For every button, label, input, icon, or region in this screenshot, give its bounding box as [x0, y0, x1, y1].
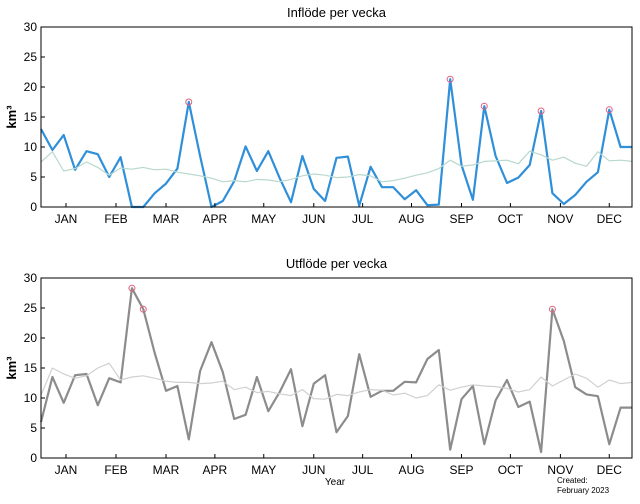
peak-marker	[605, 106, 613, 114]
y-tick-label: 20	[24, 80, 38, 94]
y-tick-label: 25	[24, 301, 38, 315]
month-label: JUN	[302, 212, 325, 226]
y-tick-label: 0	[30, 451, 37, 465]
y-tick-label: 30	[24, 271, 38, 285]
outflow-chart: Utflöde per vecka km³ 0 5 10 15 20 25 30 JAN FEB MA…	[4, 256, 633, 477]
month-label: JUL	[352, 463, 374, 477]
month-label: NOV	[547, 212, 573, 226]
peak-marker	[139, 305, 147, 313]
month-label: JUN	[302, 463, 325, 477]
month-label: SEP	[450, 463, 474, 477]
reference-series-line	[40, 150, 633, 183]
peak-marker	[548, 305, 556, 313]
y-tick-label: 5	[30, 170, 37, 184]
y-tick-label: 10	[24, 140, 38, 154]
y-tick-label: 5	[30, 421, 37, 435]
month-label: AUG	[399, 463, 425, 477]
peak-marker	[128, 284, 136, 292]
peak-marker	[446, 75, 454, 83]
month-label: JAN	[55, 463, 78, 477]
month-label: JAN	[55, 212, 78, 226]
y-tick-label: 20	[24, 331, 38, 345]
peak-marker	[480, 102, 488, 110]
chart-title: Utflöde per vecka	[286, 256, 388, 271]
inflow-chart: Inflöde per vecka km³ 0 5 10 15 20 25 30 JAN FEB MA…	[4, 5, 633, 226]
y-tick-label: 10	[24, 391, 38, 405]
y-axis-label: km³	[4, 105, 19, 129]
plot-frame	[40, 26, 633, 208]
month-label: APR	[203, 463, 228, 477]
month-label: MAR	[153, 463, 180, 477]
created-label: Created:	[557, 476, 588, 485]
month-label: APR	[203, 212, 228, 226]
month-label: JUL	[352, 212, 374, 226]
chart-title: Inflöde per vecka	[287, 5, 387, 20]
month-label: AUG	[399, 212, 425, 226]
month-label: NOV	[547, 463, 573, 477]
month-label: MAY	[251, 463, 276, 477]
weekly-series-line	[40, 78, 632, 209]
month-label: MAR	[153, 212, 180, 226]
y-tick-label: 15	[24, 361, 38, 375]
x-axis-label: Year	[325, 477, 346, 488]
y-tick-label: 25	[24, 50, 38, 64]
month-label: OCT	[498, 463, 524, 477]
month-label: OCT	[498, 212, 524, 226]
created-date: February 2023	[557, 486, 610, 495]
peak-marker	[185, 98, 193, 106]
month-label: SEP	[450, 212, 474, 226]
created-note: Created: February 2023	[557, 476, 609, 496]
reference-series-line	[40, 362, 633, 400]
weekly-series-line	[39, 287, 632, 454]
y-tick-label: 15	[24, 110, 38, 124]
month-label: FEB	[104, 463, 127, 477]
peak-marker	[537, 107, 545, 115]
y-tick-label: 30	[24, 20, 38, 34]
month-label: FEB	[104, 212, 127, 226]
y-tick-label: 0	[30, 200, 37, 214]
month-label: DEC	[597, 212, 623, 226]
y-axis-label: km³	[4, 356, 19, 380]
month-label: MAY	[251, 212, 276, 226]
month-label: DEC	[597, 463, 623, 477]
